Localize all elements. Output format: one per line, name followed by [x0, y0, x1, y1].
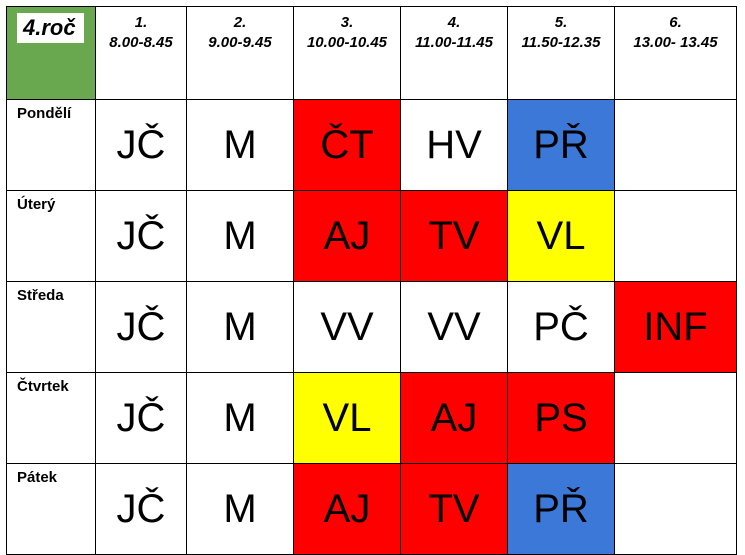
day-name: Pondělí: [6, 99, 96, 191]
lesson-cell: AJ: [400, 372, 508, 464]
header-row: 4.roč 1. 8.00-8.45 2. 9.00-9.45 3. 10.00…: [6, 6, 737, 100]
lesson-cell: VL: [293, 372, 401, 464]
period-number: 1.: [134, 14, 148, 31]
lesson-cell: M: [186, 463, 294, 555]
lesson-cell: JČ: [95, 463, 187, 555]
period-time: 10.00-10.45: [306, 34, 388, 51]
lesson-cell: [614, 463, 737, 555]
period-header-1: 1. 8.00-8.45: [95, 6, 187, 100]
period-time: 11.00-11.45: [415, 34, 493, 51]
day-row-friday: Pátek JČ M AJ TV PŘ: [6, 463, 737, 555]
lesson-cell: [614, 99, 737, 191]
lesson-cell: PČ: [507, 281, 615, 373]
period-header-5: 5. 11.50-12.35: [507, 6, 615, 100]
lesson-cell: JČ: [95, 190, 187, 282]
lesson-cell: TV: [400, 463, 508, 555]
day-row-thursday: Čtvrtek JČ M VL AJ PS: [6, 372, 737, 464]
lesson-cell: M: [186, 190, 294, 282]
day-name: Čtvrtek: [6, 372, 96, 464]
lesson-cell: PŘ: [507, 99, 615, 191]
lesson-cell: [614, 190, 737, 282]
class-label-cell: 4.roč: [6, 6, 96, 100]
lesson-cell: PS: [507, 372, 615, 464]
period-number: 5.: [554, 14, 568, 31]
period-header-4: 4. 11.00-11.45: [400, 6, 508, 100]
period-number: 2.: [233, 14, 247, 31]
timetable: 4.roč 1. 8.00-8.45 2. 9.00-9.45 3. 10.00…: [6, 6, 737, 555]
period-time: 9.00-9.45: [208, 34, 272, 51]
lesson-cell: INF: [614, 281, 737, 373]
lesson-cell: VV: [293, 281, 401, 373]
lesson-cell: VV: [400, 281, 508, 373]
period-number: 4.: [447, 14, 461, 31]
lesson-cell: AJ: [293, 190, 401, 282]
period-header-3: 3. 10.00-10.45: [293, 6, 401, 100]
lesson-cell: JČ: [95, 372, 187, 464]
lesson-cell: AJ: [293, 463, 401, 555]
period-header-2: 2. 9.00-9.45: [186, 6, 294, 100]
day-name: Pátek: [6, 463, 96, 555]
lesson-cell: M: [186, 372, 294, 464]
day-name: Úterý: [6, 190, 96, 282]
day-name: Středa: [6, 281, 96, 373]
day-row-wednesday: Středa JČ M VV VV PČ INF: [6, 281, 737, 373]
period-number: 6.: [669, 14, 682, 31]
period-time: 11.50-12.35: [521, 34, 601, 51]
lesson-cell: TV: [400, 190, 508, 282]
lesson-cell: [614, 372, 737, 464]
day-row-monday: Pondělí JČ M ČT HV PŘ: [6, 99, 737, 191]
lesson-cell: M: [186, 281, 294, 373]
lesson-cell: JČ: [95, 281, 187, 373]
lesson-cell: PŘ: [507, 463, 615, 555]
class-label: 4.roč: [17, 13, 84, 43]
period-time: 13.00- 13.45: [633, 34, 718, 51]
lesson-cell: HV: [400, 99, 508, 191]
period-time: 8.00-8.45: [109, 34, 173, 51]
period-number: 3.: [340, 14, 354, 31]
lesson-cell: ČT: [293, 99, 401, 191]
lesson-cell: M: [186, 99, 294, 191]
period-header-6: 6. 13.00- 13.45: [614, 6, 737, 100]
day-row-tuesday: Úterý JČ M AJ TV VL: [6, 190, 737, 282]
lesson-cell: VL: [507, 190, 615, 282]
lesson-cell: JČ: [95, 99, 187, 191]
